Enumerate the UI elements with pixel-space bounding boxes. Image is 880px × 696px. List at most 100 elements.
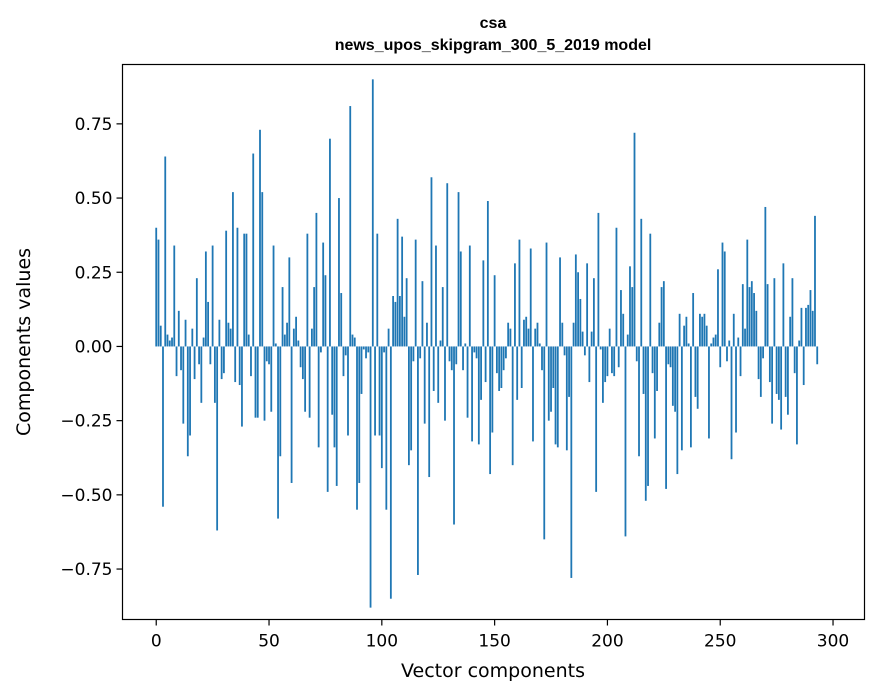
bar [500, 346, 503, 388]
bar [608, 328, 611, 347]
bar [437, 346, 440, 403]
bar [380, 346, 383, 469]
bar [534, 328, 537, 347]
bar [543, 346, 546, 540]
bar [200, 346, 203, 403]
bar [703, 313, 706, 347]
bar [656, 346, 658, 391]
bar [633, 132, 636, 347]
bar [620, 290, 622, 347]
bar [579, 298, 582, 347]
bar [426, 322, 428, 347]
bar [207, 301, 210, 347]
bar [561, 322, 564, 347]
bar [218, 319, 221, 347]
bar [238, 346, 241, 386]
bar [374, 346, 376, 436]
bar [741, 284, 744, 347]
bar [202, 337, 205, 347]
bar [315, 212, 318, 347]
bar [730, 346, 733, 460]
bar [699, 313, 701, 347]
bar [572, 322, 575, 347]
bars-group [155, 79, 819, 608]
bar [802, 346, 805, 386]
bar [168, 340, 171, 347]
bar [581, 331, 584, 347]
bar [692, 293, 695, 347]
bar [574, 254, 577, 347]
bar [514, 263, 516, 347]
bar [306, 233, 309, 347]
bar [396, 218, 399, 347]
bar [604, 346, 607, 383]
bar [647, 346, 649, 486]
bar [570, 346, 573, 578]
bar [683, 325, 686, 347]
bar [398, 296, 401, 347]
bar [304, 346, 307, 412]
bar [685, 316, 688, 347]
bar [360, 346, 363, 394]
bar [708, 346, 710, 439]
x-axis-label: Vector components [401, 660, 585, 682]
bar [662, 281, 665, 347]
bar [550, 346, 552, 412]
bar [771, 346, 774, 424]
bar [791, 278, 794, 347]
bar [292, 328, 295, 347]
bar [446, 183, 449, 347]
bar [367, 346, 370, 353]
bar [180, 346, 182, 371]
bar [385, 346, 388, 510]
bar [511, 346, 514, 466]
bar [186, 346, 189, 457]
bar [272, 245, 275, 347]
bar [453, 346, 455, 525]
bar [234, 346, 237, 383]
bar [241, 346, 243, 427]
chart-title: csa [480, 15, 507, 32]
bar [717, 269, 719, 347]
y-tick-label: 0.25 [75, 263, 113, 283]
bar [340, 293, 343, 347]
bar [547, 346, 550, 421]
bar [640, 218, 643, 347]
bar [757, 346, 760, 380]
bar [768, 346, 771, 383]
bar [520, 346, 523, 388]
bar [732, 313, 735, 347]
bar [414, 239, 417, 347]
bar [344, 346, 347, 356]
bar [599, 346, 602, 350]
bar [430, 177, 433, 347]
bar [629, 266, 631, 347]
bar [403, 316, 406, 347]
bar [638, 346, 640, 457]
bar [195, 278, 198, 347]
bar [281, 287, 284, 347]
y-tick-label: 0.75 [75, 115, 113, 135]
bar [387, 328, 390, 347]
bar [229, 328, 232, 347]
bar [565, 346, 568, 451]
bar [475, 346, 478, 359]
bar [191, 328, 194, 347]
bar [283, 334, 286, 347]
bar [491, 346, 494, 433]
bar [796, 346, 798, 445]
bar [455, 346, 458, 365]
bar [435, 245, 437, 347]
bar [410, 346, 413, 451]
bar [617, 346, 620, 368]
bar [658, 322, 661, 347]
bar [213, 346, 216, 403]
bar [701, 316, 704, 347]
bar [798, 340, 801, 347]
bar [518, 239, 521, 347]
bar [805, 307, 807, 347]
bar [155, 227, 158, 347]
bar [719, 346, 722, 368]
bar [182, 346, 185, 424]
bar [516, 346, 519, 400]
